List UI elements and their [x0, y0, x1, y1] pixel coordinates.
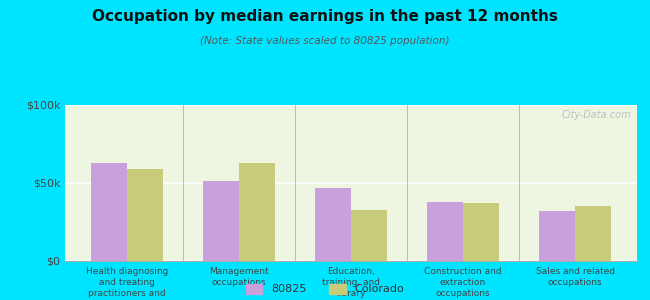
- Bar: [575, 206, 611, 261]
- Bar: [540, 211, 575, 261]
- Bar: [239, 163, 275, 261]
- Bar: [203, 182, 239, 261]
- Legend: 80825, Colorado: 80825, Colorado: [246, 284, 404, 294]
- Bar: [351, 209, 387, 261]
- Text: Occupation by median earnings in the past 12 months: Occupation by median earnings in the pas…: [92, 9, 558, 24]
- Bar: [427, 202, 463, 261]
- Bar: [91, 163, 127, 261]
- Bar: [463, 203, 499, 261]
- Text: City-Data.com: City-Data.com: [562, 110, 631, 120]
- Text: (Note: State values scaled to 80825 population): (Note: State values scaled to 80825 popu…: [200, 36, 450, 46]
- Bar: [127, 169, 162, 261]
- Bar: [315, 188, 351, 261]
